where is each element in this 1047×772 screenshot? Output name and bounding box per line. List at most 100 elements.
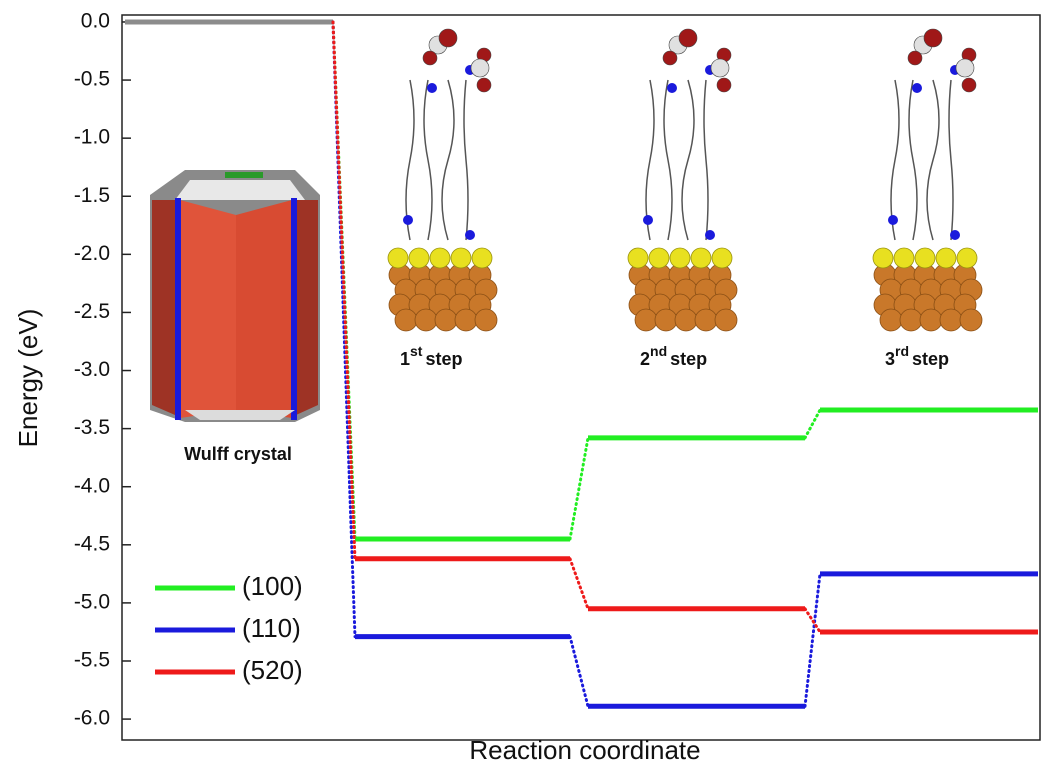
atom — [894, 248, 914, 268]
atom — [635, 309, 657, 331]
atom — [956, 59, 974, 77]
atom — [675, 309, 697, 331]
atom — [451, 248, 471, 268]
annotation-number: 1 — [400, 349, 410, 369]
atom — [439, 29, 457, 47]
atom — [643, 215, 653, 225]
atom — [705, 230, 715, 240]
atom — [912, 83, 922, 93]
atom — [465, 230, 475, 240]
atom — [427, 83, 437, 93]
atom — [477, 78, 491, 92]
atom — [691, 248, 711, 268]
atom — [940, 309, 962, 331]
y-tick-label: -0.5 — [74, 68, 110, 91]
y-tick-label: -2.0 — [74, 242, 110, 265]
atom — [435, 309, 457, 331]
atom — [924, 29, 942, 47]
crystal-edge — [291, 198, 297, 420]
atom — [962, 78, 976, 92]
chain — [464, 80, 468, 240]
atom — [908, 51, 922, 65]
chain — [664, 80, 672, 240]
y-tick-label: -2.5 — [74, 300, 110, 323]
connector — [570, 637, 588, 707]
y-tick-label: -3.0 — [74, 358, 110, 381]
atom — [712, 248, 732, 268]
atom — [663, 51, 677, 65]
chain — [927, 80, 939, 240]
y-tick-label: -4.5 — [74, 532, 110, 555]
atom — [655, 309, 677, 331]
legend-label: (100) — [242, 571, 303, 601]
chain — [909, 80, 917, 240]
atom — [880, 309, 902, 331]
atom — [936, 248, 956, 268]
annotation-text: step — [425, 349, 462, 369]
connector — [333, 22, 355, 559]
atom — [628, 248, 648, 268]
legend-label: (110) — [242, 613, 301, 643]
atom — [649, 248, 669, 268]
crystal-top — [175, 180, 305, 200]
atom — [430, 248, 450, 268]
annotation-text: step — [912, 349, 949, 369]
y-tick-label: -1.0 — [74, 126, 110, 149]
annotation-superscript: rd — [895, 343, 909, 359]
y-tick-label: -3.5 — [74, 416, 110, 439]
atom — [915, 248, 935, 268]
crystal-edge — [225, 172, 263, 178]
annotation-superscript: st — [410, 343, 423, 359]
atom — [395, 309, 417, 331]
atom — [715, 309, 737, 331]
atom — [957, 248, 977, 268]
atom — [670, 248, 690, 268]
chain — [442, 80, 454, 240]
atom — [475, 309, 497, 331]
chain — [949, 80, 953, 240]
atom — [888, 215, 898, 225]
y-tick-label: -6.0 — [74, 707, 110, 730]
atom — [711, 59, 729, 77]
crystal-face — [296, 200, 318, 415]
y-axis-title: Energy (eV) — [13, 309, 43, 448]
atom — [873, 248, 893, 268]
crystal-edge — [175, 198, 181, 420]
y-tick-label: -5.0 — [74, 590, 110, 613]
atom — [415, 309, 437, 331]
atom — [472, 248, 492, 268]
annotation: Wulff crystal — [184, 444, 292, 464]
atom — [667, 83, 677, 93]
annotation-number: 3 — [885, 349, 895, 369]
atom — [423, 51, 437, 65]
atom — [960, 309, 982, 331]
atom — [471, 59, 489, 77]
annotation-text: step — [670, 349, 707, 369]
crystal-face — [180, 200, 236, 418]
wulff-crystal — [150, 170, 320, 422]
connector — [805, 609, 820, 632]
atom — [920, 309, 942, 331]
atom — [409, 248, 429, 268]
connector — [805, 574, 820, 706]
atom — [695, 309, 717, 331]
y-tick-label: -1.5 — [74, 184, 110, 207]
atom — [455, 309, 477, 331]
chart: Energy (eV) Reaction coordinate Wulff cr… — [0, 0, 1047, 767]
connector — [570, 438, 588, 539]
chain — [682, 80, 694, 240]
atom — [388, 248, 408, 268]
molecule-renders — [388, 29, 982, 331]
annotation-number: 2 — [640, 349, 650, 369]
atom — [403, 215, 413, 225]
connector — [570, 559, 588, 609]
connector — [805, 410, 820, 438]
crystal-bottom — [185, 410, 295, 420]
atom — [717, 78, 731, 92]
atom — [679, 29, 697, 47]
atom — [900, 309, 922, 331]
crystal-face — [236, 200, 292, 418]
